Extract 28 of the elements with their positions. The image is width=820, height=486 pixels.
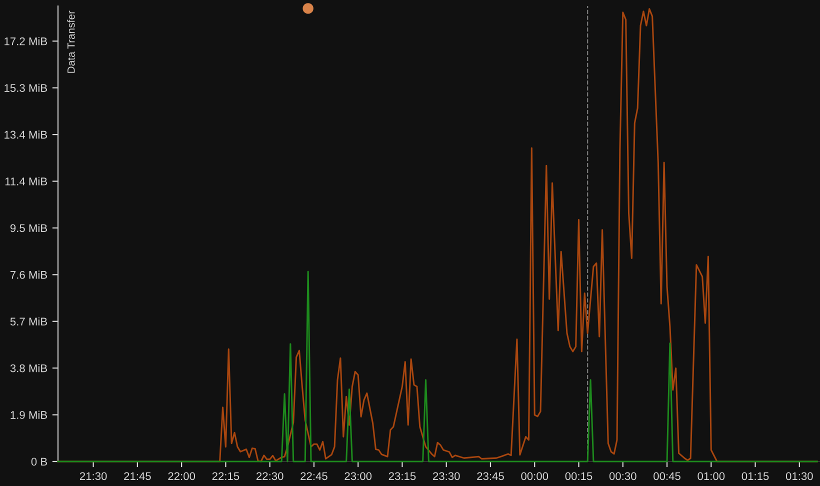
- x-tick-label: 23:30: [433, 472, 460, 480]
- y-tick-label: 15.3 MiB: [4, 84, 47, 92]
- y-tick-label: 13.4 MiB: [4, 130, 47, 139]
- x-tick-label: 00:30: [609, 472, 636, 480]
- x-tick-label: 00:00: [521, 472, 548, 480]
- y-tick-label: 0 B: [31, 458, 47, 466]
- y-tick-label: 3.8 MiB: [10, 364, 47, 372]
- x-tick-label: 21:45: [124, 472, 151, 480]
- y-tick-label: 5.7 MiB: [10, 317, 47, 326]
- x-tick-label: 00:45: [654, 472, 680, 480]
- x-tick-label: 01:15: [742, 472, 769, 480]
- x-tick-label: 00:15: [565, 472, 592, 480]
- y-tick-label: 9.5 MiB: [10, 224, 47, 232]
- x-tick-label: 23:45: [477, 472, 504, 480]
- x-tick-label: 21:30: [80, 472, 107, 480]
- x-tick-label: 22:15: [212, 472, 240, 480]
- x-tick-label: 23:15: [388, 472, 416, 480]
- x-tick-label: 01:30: [786, 472, 813, 480]
- x-tick-label: 22:45: [300, 472, 328, 480]
- y-tick-label: 7.6 MiB: [10, 270, 47, 279]
- x-tick-label: 22:00: [168, 472, 196, 480]
- y-axis-title: Data Transfer: [67, 10, 75, 73]
- y-tick-label: 1.9 MiB: [10, 410, 47, 419]
- x-tick-label: 01:00: [698, 472, 725, 480]
- x-tick-label: 22:30: [256, 472, 284, 480]
- y-tick-label: 11.4 MiB: [5, 177, 47, 186]
- y-tick-label: 17.2 MiB: [4, 37, 47, 46]
- x-tick-label: 23:00: [344, 472, 372, 480]
